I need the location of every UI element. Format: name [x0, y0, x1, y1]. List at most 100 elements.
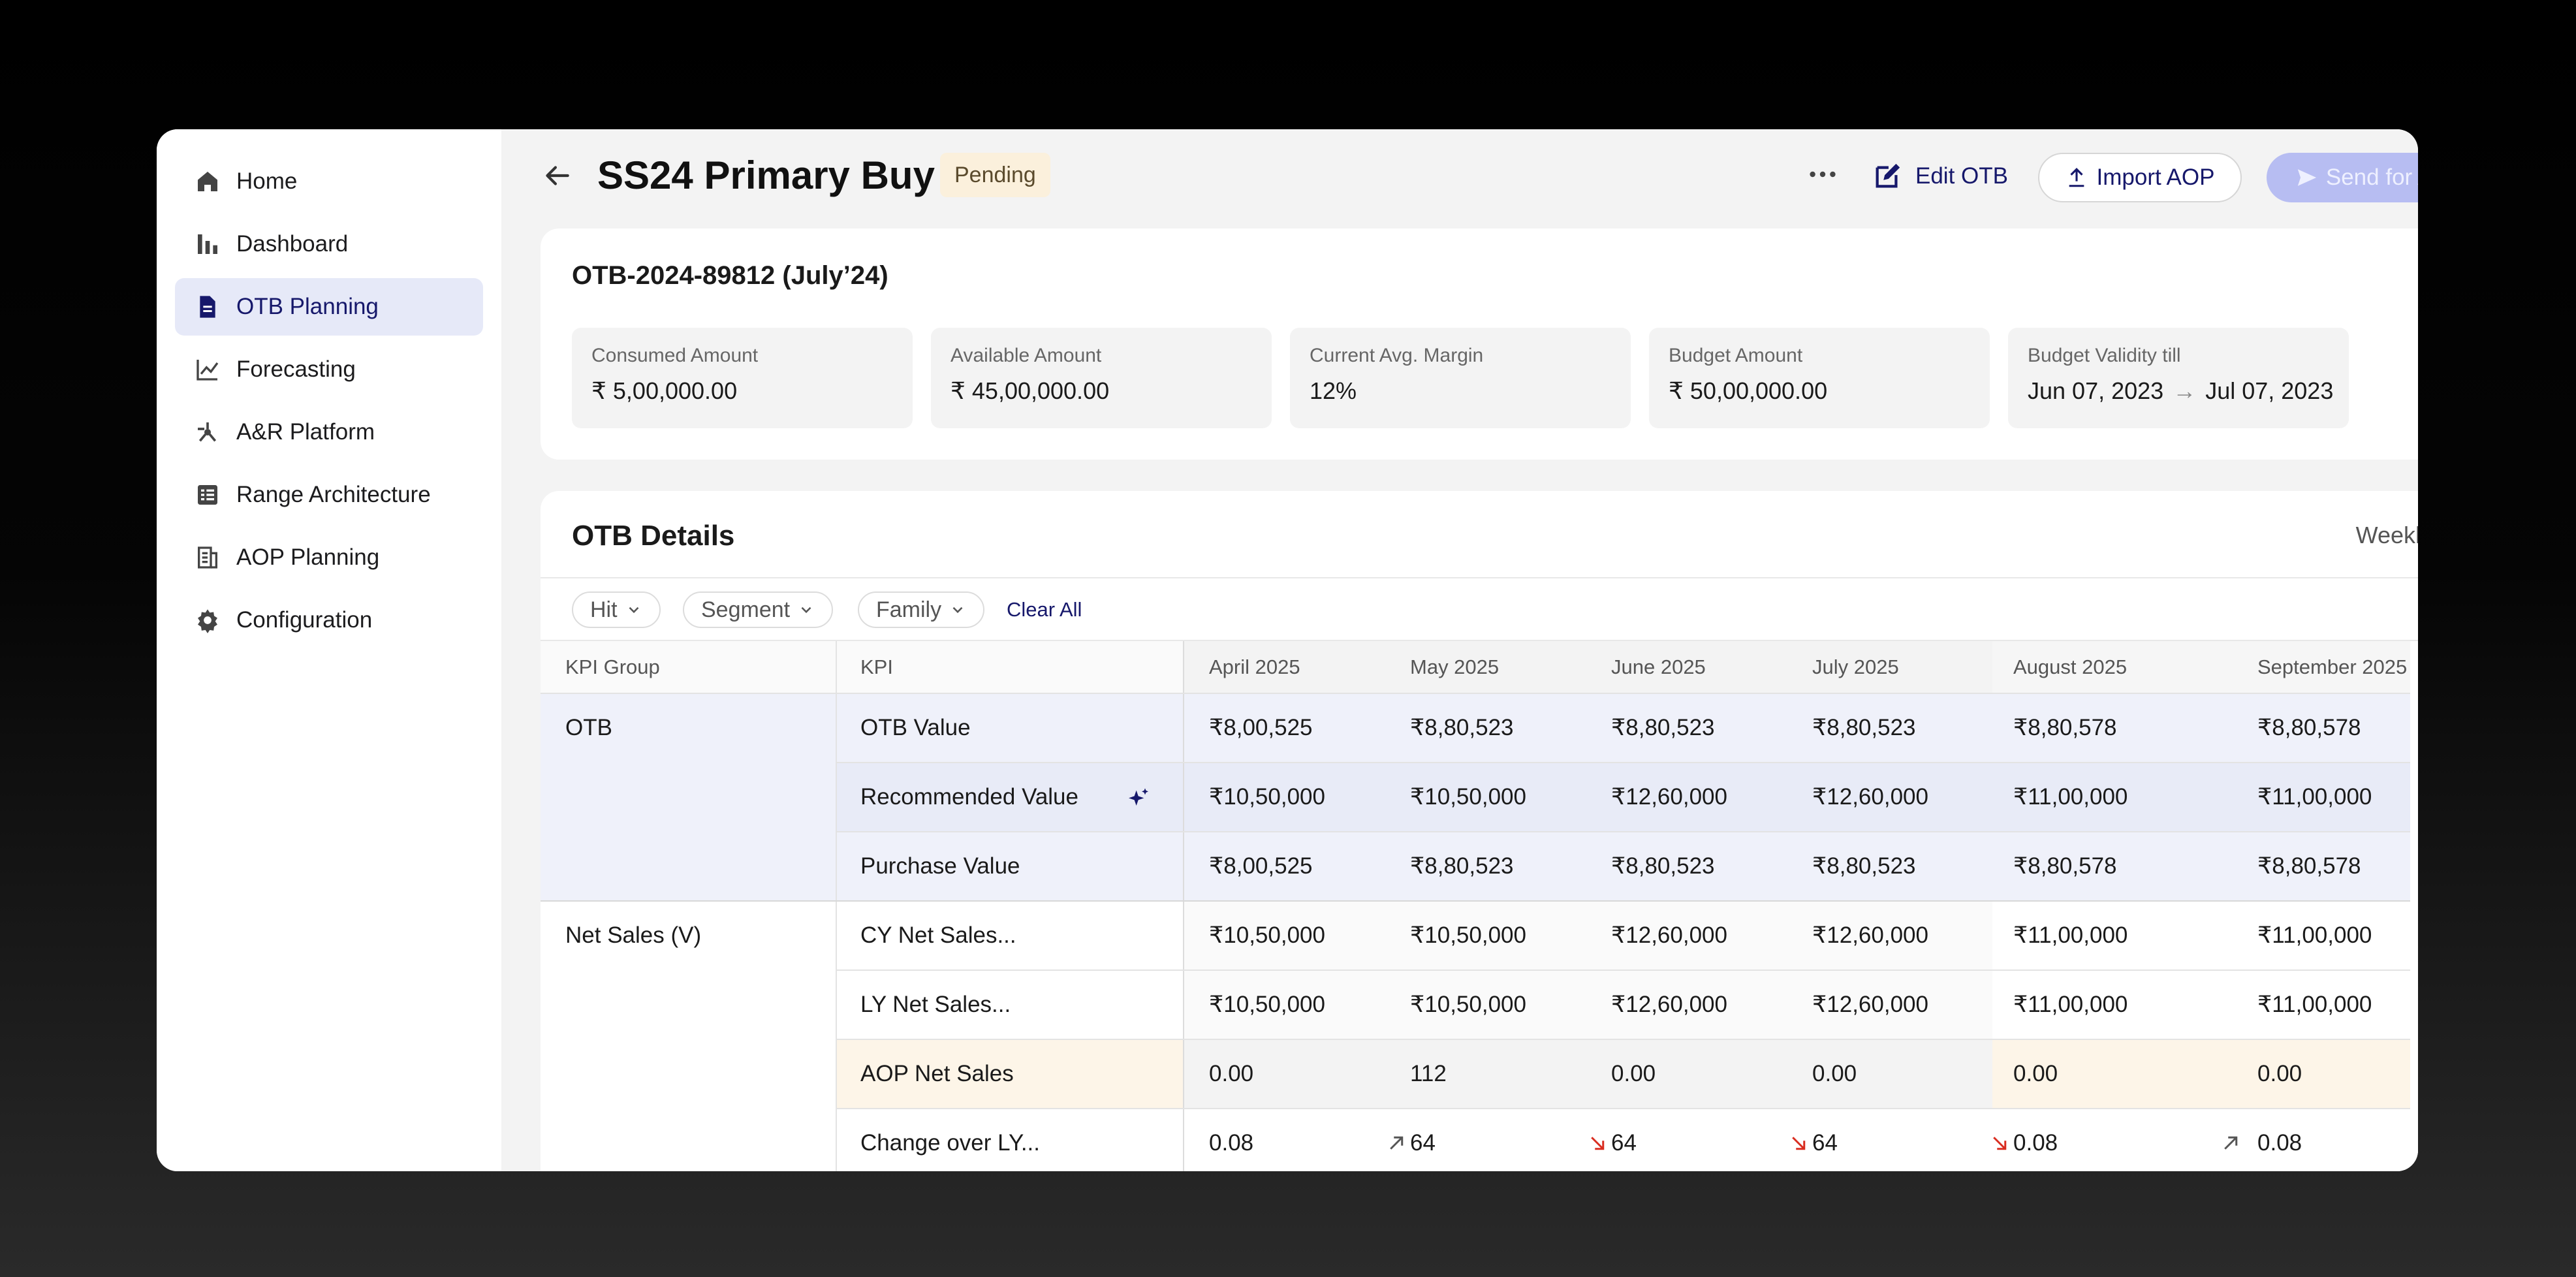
- main-content: SS24 Primary Buy Pending Edit OTB Import…: [501, 129, 2418, 1171]
- table-cell[interactable]: 64: [1812, 1130, 1838, 1156]
- table-cell[interactable]: ₹11,00,000: [2013, 992, 2128, 1017]
- filter-label: Family: [876, 597, 942, 622]
- table-cell[interactable]: ₹10,50,000: [1410, 922, 1526, 948]
- sparkle-icon[interactable]: [1125, 786, 1152, 812]
- sidebar-item-label: Range Architecture: [236, 482, 431, 507]
- table-cell[interactable]: ₹8,80,523: [1611, 715, 1715, 740]
- table-cell[interactable]: ₹8,80,578: [2257, 715, 2361, 740]
- back-arrow-icon[interactable]: [541, 159, 573, 192]
- sidebar-item-forecasting[interactable]: Forecasting: [175, 341, 483, 398]
- table-cell[interactable]: ₹8,80,523: [1611, 853, 1715, 879]
- table-cell[interactable]: ₹8,80,523: [1410, 853, 1514, 879]
- column-header-month: July 2025: [1812, 655, 1899, 678]
- sidebar-item-configuration[interactable]: Configuration: [175, 591, 483, 649]
- column-header-kpi-group: KPI Group: [565, 655, 660, 678]
- table-cell[interactable]: ₹10,50,000: [1209, 922, 1325, 948]
- line-chart-icon: [195, 356, 221, 383]
- table-cell[interactable]: 0.08: [2257, 1130, 2302, 1156]
- send-for-approval-button[interactable]: Send for Approval: [2267, 153, 2418, 202]
- kpi-group-otb: OTB: [565, 715, 612, 740]
- metric-label: Current Avg. Margin: [1310, 345, 1484, 366]
- send-icon: [2297, 169, 2317, 186]
- filter-family[interactable]: Family: [858, 591, 985, 628]
- table-cell[interactable]: ₹8,80,523: [1410, 715, 1514, 740]
- edit-otb-button[interactable]: Edit OTB: [1872, 157, 2008, 196]
- edit-icon: [1876, 163, 1900, 188]
- table-cell[interactable]: ₹8,80,523: [1812, 853, 1916, 879]
- filter-bar: Hit Segment Family Clear All: [541, 577, 2418, 641]
- more-options-icon[interactable]: [1803, 158, 1842, 191]
- table-cell[interactable]: ₹12,60,000: [1611, 784, 1727, 810]
- table-cell[interactable]: ₹12,60,000: [1611, 992, 1727, 1017]
- sidebar-item-label: A&R Platform: [236, 419, 375, 445]
- kpi-name-cell: AOP Net Sales: [860, 1061, 1014, 1086]
- metric-label: Budget Amount: [1669, 345, 1803, 366]
- trend-up-icon: [2224, 1136, 2238, 1150]
- metric-budget-amount: Budget Amount ₹ 50,00,000.00: [1649, 328, 1990, 428]
- metric-label: Available Amount: [950, 345, 1102, 366]
- sidebar-item-dashboard[interactable]: Dashboard: [175, 215, 483, 273]
- bar-chart-icon: [195, 231, 221, 257]
- table-cell[interactable]: ₹11,00,000: [2257, 922, 2372, 948]
- sidebar-item-home[interactable]: Home: [175, 153, 483, 210]
- table-cell[interactable]: ₹8,80,523: [1812, 715, 1916, 740]
- sidebar-item-ar-platform[interactable]: A&R Platform: [175, 403, 483, 461]
- import-aop-button[interactable]: Import AOP: [2038, 153, 2242, 202]
- weekly-toggle-group: Weekly: [2356, 520, 2418, 551]
- table-cell[interactable]: ₹11,00,000: [2257, 784, 2372, 810]
- sidebar: Home Dashboard OTB Planning Forecasting …: [157, 129, 501, 1171]
- table-cell[interactable]: 0.00: [2257, 1061, 2302, 1086]
- table-cell[interactable]: ₹11,00,000: [2257, 992, 2372, 1017]
- kpi-name-cell: OTB Value: [860, 715, 971, 740]
- table-cell[interactable]: 64: [1611, 1130, 1637, 1156]
- table-cell[interactable]: ₹10,50,000: [1410, 784, 1526, 810]
- kpi-name-cell: LY Net Sales...: [860, 992, 1011, 1017]
- table-cell[interactable]: ₹12,60,000: [1812, 992, 1928, 1017]
- table-cell[interactable]: ₹8,00,525: [1209, 853, 1313, 879]
- table-cell[interactable]: ₹12,60,000: [1611, 922, 1727, 948]
- table-cell[interactable]: 112: [1410, 1061, 1447, 1086]
- metric-available-amount: Available Amount ₹ 45,00,000.00: [931, 328, 1272, 428]
- metric-value: ₹ 50,00,000.00: [1669, 377, 1828, 404]
- table-cell[interactable]: ₹10,50,000: [1410, 992, 1526, 1017]
- trend-up-icon: [1390, 1136, 1404, 1150]
- arrow-right-icon: →: [2173, 377, 2197, 404]
- home-icon: [195, 168, 221, 195]
- app-window: Home Dashboard OTB Planning Forecasting …: [157, 129, 2418, 1171]
- table-cell[interactable]: ₹8,80,578: [2013, 853, 2117, 879]
- table-cell[interactable]: ₹8,00,525: [1209, 715, 1313, 740]
- table-cell[interactable]: ₹8,80,578: [2013, 715, 2117, 740]
- column-header-month: September 2025: [2257, 655, 2408, 678]
- table-cell[interactable]: ₹11,00,000: [2013, 922, 2128, 948]
- sidebar-item-range-architecture[interactable]: Range Architecture: [175, 466, 483, 524]
- column-header-month: April 2025: [1209, 655, 1300, 678]
- table-cell[interactable]: 0.08: [2013, 1130, 2058, 1156]
- table-cell[interactable]: 0.00: [1611, 1061, 1656, 1086]
- trend-down-icon: [1591, 1137, 1605, 1150]
- table-icon: [195, 482, 221, 508]
- trend-down-icon: [1993, 1137, 2007, 1150]
- trend-down-icon: [1792, 1137, 1806, 1150]
- table-cell[interactable]: ₹10,50,000: [1209, 992, 1325, 1017]
- table-cell[interactable]: ₹12,60,000: [1812, 784, 1928, 810]
- table-cell[interactable]: ₹8,80,578: [2257, 853, 2361, 879]
- clear-all-link[interactable]: Clear All: [1007, 598, 1082, 621]
- table-cell[interactable]: 64: [1410, 1130, 1436, 1156]
- filter-hit[interactable]: Hit: [572, 591, 661, 628]
- table-cell[interactable]: 0.00: [1812, 1061, 1857, 1086]
- sidebar-item-label: Forecasting: [236, 356, 356, 382]
- table-cell[interactable]: ₹11,00,000: [2013, 784, 2128, 810]
- table-cell[interactable]: ₹10,50,000: [1209, 784, 1325, 810]
- table-cell[interactable]: 0.08: [1209, 1130, 1254, 1156]
- table-cell[interactable]: ₹12,60,000: [1812, 922, 1928, 948]
- table-cell[interactable]: 0.00: [1209, 1061, 1254, 1086]
- table-cell[interactable]: 0.00: [2013, 1061, 2058, 1086]
- metric-value: ₹ 45,00,000.00: [950, 377, 1110, 404]
- section-title: OTB Details: [572, 520, 735, 552]
- sidebar-item-aop-planning[interactable]: AOP Planning: [175, 529, 483, 586]
- sidebar-item-otb-planning[interactable]: OTB Planning: [175, 278, 483, 336]
- filter-label: Hit: [590, 597, 618, 622]
- kpi-name-cell: Recommended Value: [860, 784, 1078, 810]
- filter-segment[interactable]: Segment: [683, 591, 834, 628]
- metric-label: Consumed Amount: [591, 345, 759, 366]
